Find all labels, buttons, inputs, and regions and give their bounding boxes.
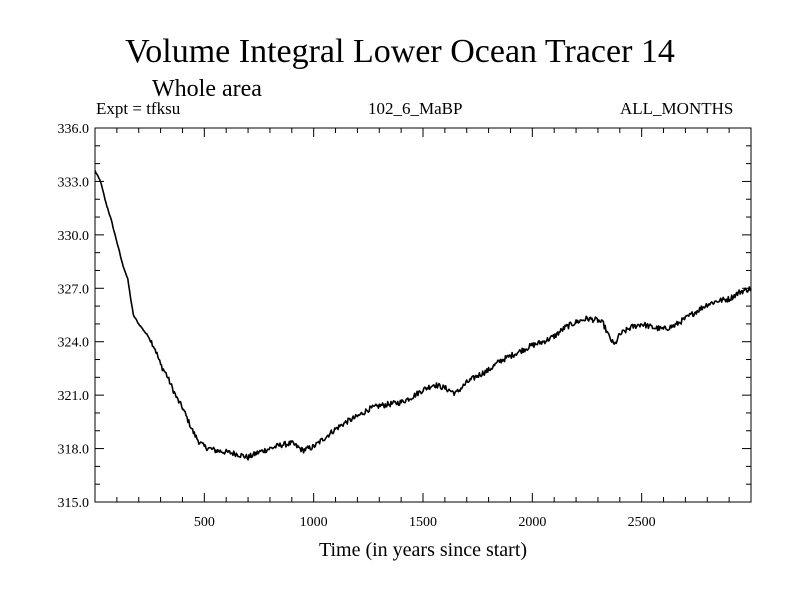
- chart-title: Volume Integral Lower Ocean Tracer 14: [125, 33, 675, 70]
- plot-frame: [94, 127, 752, 503]
- x-tick-label: 2000: [518, 515, 546, 530]
- x-axis-tick-labels: 500 1000 1500 2000 2500: [194, 515, 656, 530]
- y-tick-label: 321.0: [58, 389, 90, 404]
- y-tick-label: 324.0: [58, 336, 90, 351]
- chart-subtitle: Whole area: [152, 76, 262, 102]
- data-series-line: [94, 170, 752, 461]
- y-tick-label: 315.0: [58, 496, 90, 511]
- x-tick-label: 1000: [300, 515, 328, 530]
- y-axis-ticks: [95, 145, 751, 485]
- y-tick-label: 336.0: [58, 122, 90, 137]
- x-axis-ticks: [116, 128, 730, 502]
- y-tick-label: 318.0: [58, 443, 90, 458]
- y-tick-label: 330.0: [58, 229, 90, 244]
- experiment-label: Expt = tfksu: [96, 99, 181, 118]
- x-tick-label: 500: [194, 515, 215, 530]
- y-tick-label: 327.0: [58, 282, 90, 297]
- y-tick-label: 333.0: [58, 175, 90, 190]
- x-tick-label: 2500: [628, 515, 656, 530]
- period-label: ALL_MONTHS: [620, 99, 734, 118]
- x-axis-label: Time (in years since start): [319, 539, 527, 561]
- run-label: 102_6_MaBP: [368, 99, 463, 118]
- y-axis-tick-labels: 315.0 318.0 321.0 324.0 327.0 330.0 333.0 336.0: [58, 122, 90, 511]
- x-tick-label: 1500: [409, 515, 437, 530]
